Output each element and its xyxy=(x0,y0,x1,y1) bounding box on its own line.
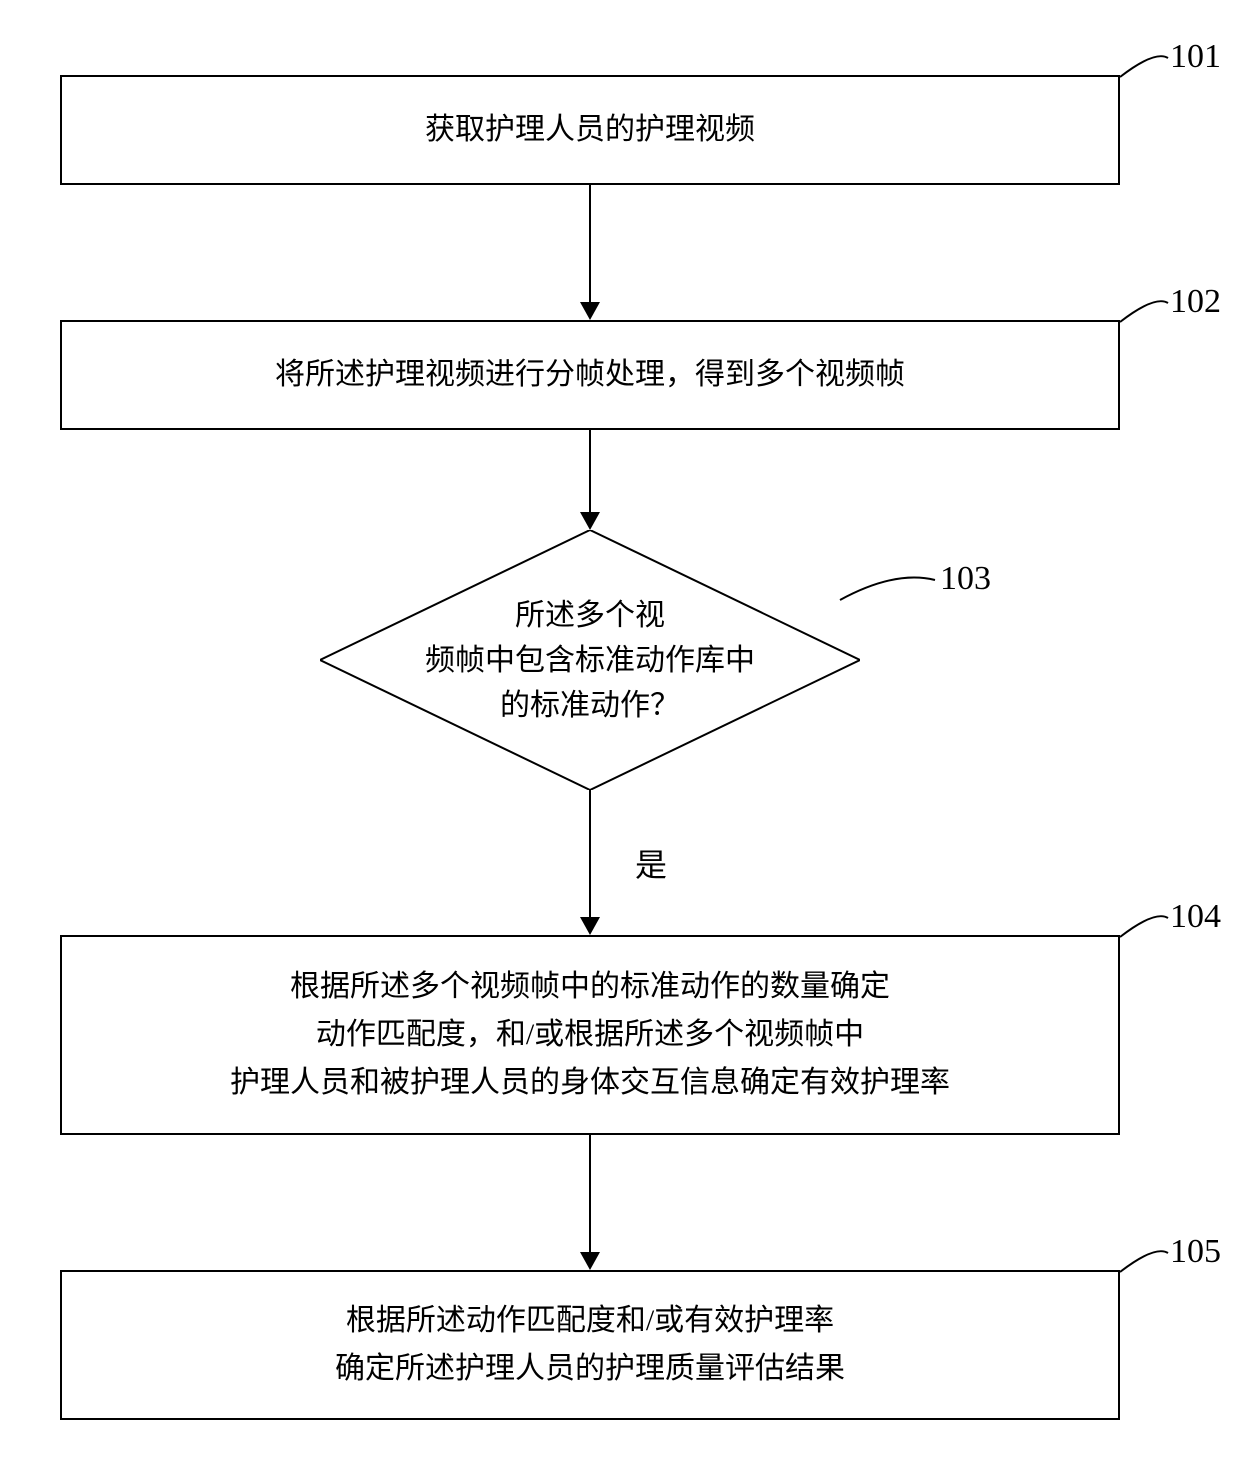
step-105-leader xyxy=(0,0,1240,1300)
step-105-text: 根据所述动作匹配度和/或有效护理率 确定所述护理人员的护理质量评估结果 xyxy=(335,1297,845,1393)
flowchart-canvas: 获取护理人员的护理视频 101 将所述护理视频进行分帧处理，得到多个视频帧 10… xyxy=(0,0,1240,1469)
step-105-label: 105 xyxy=(1170,1233,1221,1271)
